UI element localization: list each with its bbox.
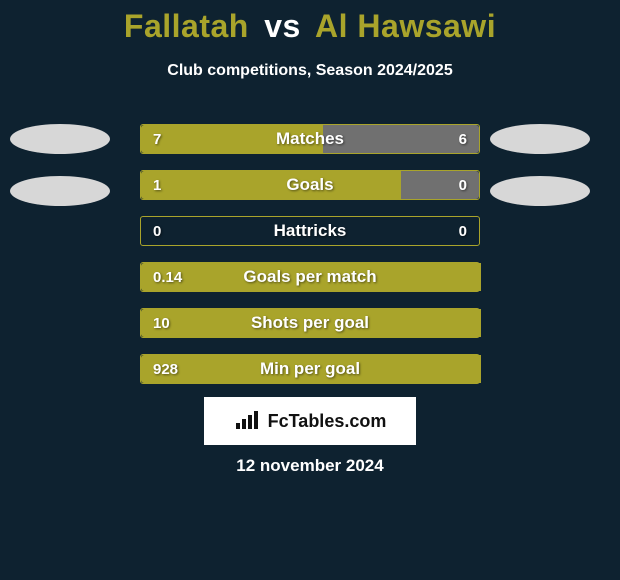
comparison-canvas: Fallatah vs Al Hawsawi Club competitions… (0, 0, 620, 580)
stat-value-left: 1 (153, 171, 161, 199)
stat-value-left: 0.14 (153, 263, 182, 291)
stat-value-left: 7 (153, 125, 161, 153)
stat-value-left: 928 (153, 355, 178, 383)
stat-label: Goals per match (141, 263, 479, 291)
stat-label: Min per goal (141, 355, 479, 383)
stat-value-left: 0 (153, 217, 161, 245)
stat-value-right: 0 (459, 217, 467, 245)
stat-bar: Min per goal928 (140, 354, 480, 384)
stat-label: Hattricks (141, 217, 479, 245)
bars-icon (234, 411, 262, 431)
player2-badge-placeholder (490, 176, 590, 206)
stat-bar: Goals1 0 (140, 170, 480, 200)
date-label: 12 november 2024 (0, 456, 620, 476)
stat-label: Goals (141, 171, 479, 199)
logo-text: FcTables.com (268, 411, 387, 432)
stat-value-right: 0 (459, 171, 467, 199)
stat-label: Shots per goal (141, 309, 479, 337)
player1-badge-placeholder (10, 176, 110, 206)
stat-bar: Goals per match0.14 (140, 262, 480, 292)
subtitle: Club competitions, Season 2024/2025 (0, 62, 620, 80)
player2-badge-placeholder (490, 124, 590, 154)
player1-badge-placeholder (10, 124, 110, 154)
page-title: Fallatah vs Al Hawsawi (0, 8, 620, 45)
stat-bar: Shots per goal10 (140, 308, 480, 338)
player2-name: Al Hawsawi (315, 8, 496, 44)
stat-value-left: 10 (153, 309, 170, 337)
fctables-logo: FcTables.com (204, 397, 416, 445)
stat-bar: Matches7 6 (140, 124, 480, 154)
player1-name: Fallatah (124, 8, 249, 44)
vs-label: vs (264, 8, 301, 44)
stat-bar: Hattricks0 0 (140, 216, 480, 246)
stat-value-right: 6 (459, 125, 467, 153)
stat-label: Matches (141, 125, 479, 153)
